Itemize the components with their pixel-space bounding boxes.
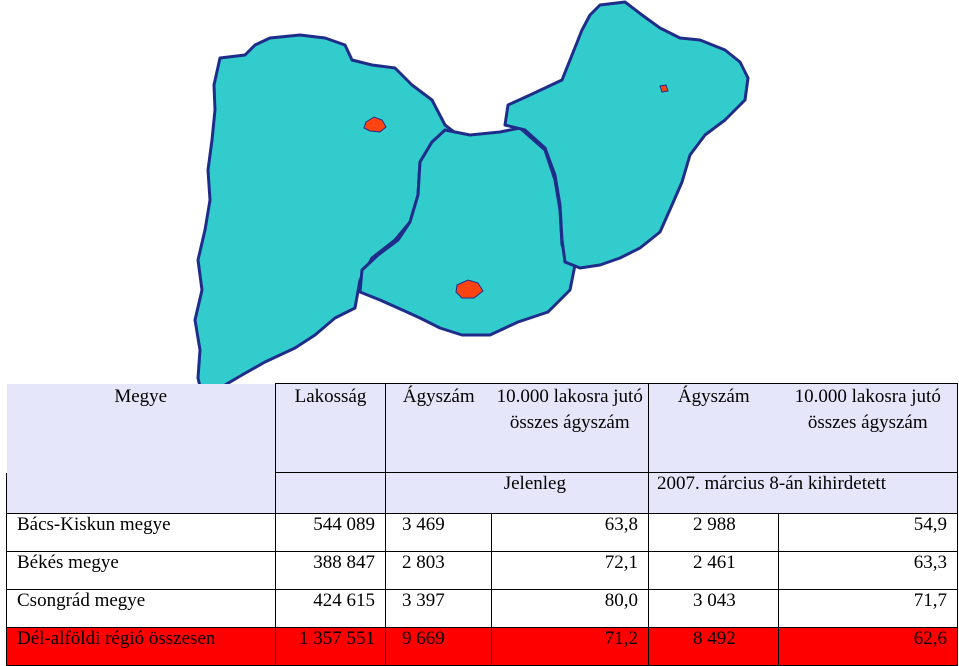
csongrad-county xyxy=(358,126,577,337)
county-name: Békés megye xyxy=(6,551,276,590)
population: 388 847 xyxy=(275,551,386,590)
bekes-county xyxy=(503,0,750,270)
rate-current: 72,1 xyxy=(491,551,649,590)
total-rate-current: 71,2 xyxy=(491,627,649,666)
header-agyszam-2: Ágyszám xyxy=(648,383,779,473)
rate-current: 80,0 xyxy=(491,589,649,628)
total-rate-planned: 62,6 xyxy=(778,627,958,666)
table-row: Csongrád megye 424 615 3 397 80,0 3 043 … xyxy=(6,589,958,628)
header-per10k-2: 10.000 lakosra jutó összes ágyszám xyxy=(778,383,958,473)
rate-planned: 63,3 xyxy=(778,551,958,590)
header-empty xyxy=(6,472,276,514)
header-lakossag: Lakosság xyxy=(275,383,386,473)
header-per10k: 10.000 lakosra jutó összes ágyszám xyxy=(491,383,649,473)
kecskemet-city xyxy=(363,116,387,133)
table-row: Bács-Kiskun megye 544 089 3 469 63,8 2 9… xyxy=(6,513,958,552)
header-agyszam: Ágyszám xyxy=(385,383,492,473)
header-kihirdetett: 2007. március 8-án kihirdetett xyxy=(648,472,958,514)
beds-current: 2 803 xyxy=(385,551,492,590)
total-name: Dél-alföldi régió összesen xyxy=(6,627,276,666)
bekescsaba-city xyxy=(659,84,669,93)
region-map xyxy=(193,0,750,397)
county-name: Csongrád megye xyxy=(6,589,276,628)
beds-current: 3 397 xyxy=(385,589,492,628)
total-beds-current: 9 669 xyxy=(385,627,492,666)
beds-planned: 3 043 xyxy=(648,589,779,628)
header-empty-2 xyxy=(275,472,386,514)
szeged-city xyxy=(455,279,484,299)
county-name: Bács-Kiskun megye xyxy=(6,513,276,552)
header-jelenleg: Jelenleg xyxy=(385,472,649,514)
table-row-total: Dél-alföldi régió összesen 1 357 551 9 6… xyxy=(6,627,958,666)
beds-planned: 2 461 xyxy=(648,551,779,590)
rate-planned: 54,9 xyxy=(778,513,958,552)
rate-current: 63,8 xyxy=(491,513,649,552)
rate-planned: 71,7 xyxy=(778,589,958,628)
total-beds-planned: 8 492 xyxy=(648,627,779,666)
hospital-beds-table: Megye Lakosság Ágyszám 10.000 lakosra ju… xyxy=(6,383,958,666)
beds-current: 3 469 xyxy=(385,513,492,552)
population: 544 089 xyxy=(275,513,386,552)
population: 424 615 xyxy=(275,589,386,628)
header-megye: Megye xyxy=(6,383,276,473)
table-row: Békés megye 388 847 2 803 72,1 2 461 63,… xyxy=(6,551,958,590)
total-population: 1 357 551 xyxy=(275,627,386,666)
beds-planned: 2 988 xyxy=(648,513,779,552)
